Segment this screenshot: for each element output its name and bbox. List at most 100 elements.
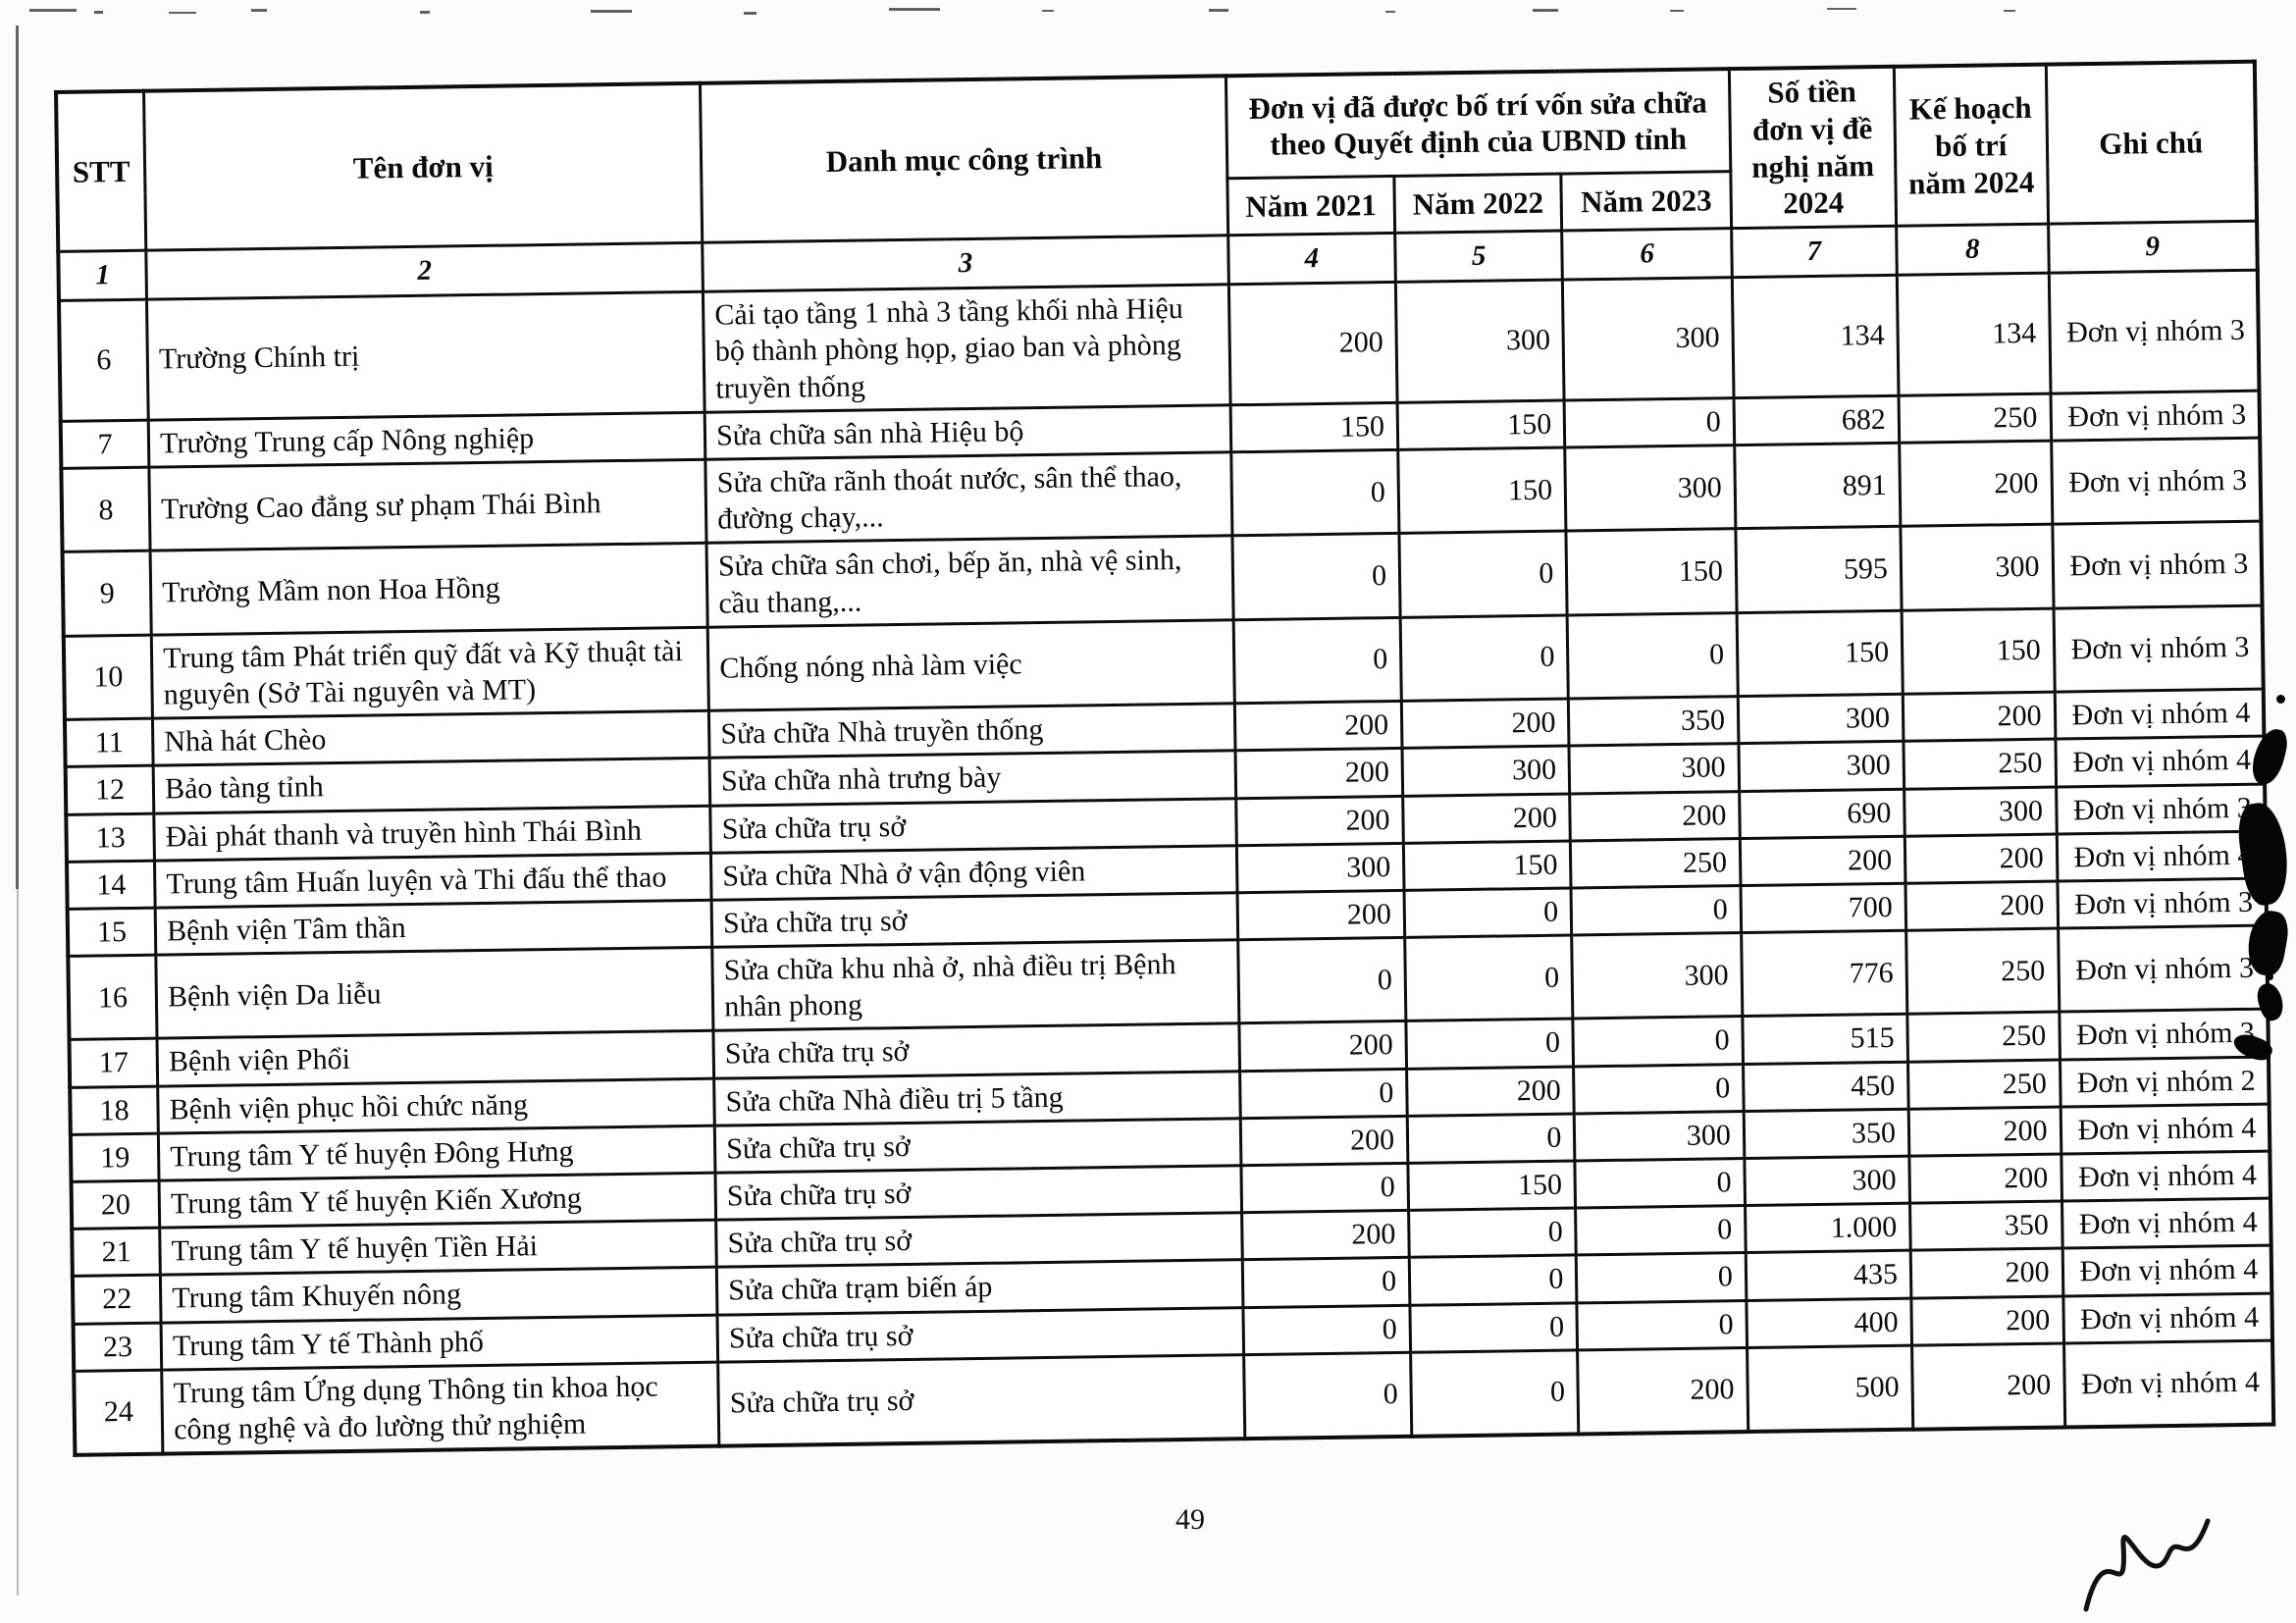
cell-stt: 7 <box>60 420 149 469</box>
cell-stt: 9 <box>62 550 152 637</box>
cell-y2021: 0 <box>1230 449 1399 537</box>
cell-plan: 200 <box>1903 692 2056 742</box>
cell-stt: 23 <box>73 1322 162 1372</box>
cell-requested: 690 <box>1739 788 1905 839</box>
col-header-danh-muc: Danh mục công trình <box>700 76 1228 243</box>
scan-artifact <box>1385 11 1395 13</box>
page-edge-line <box>17 889 19 1596</box>
cell-project: Chống nóng nhà làm việc <box>707 619 1235 711</box>
column-index: 7 <box>1731 226 1898 278</box>
cell-name: Trung tâm Huấn luyện và Thi đấu thể thao <box>154 852 712 909</box>
cell-plan: 200 <box>1905 833 2058 884</box>
cell-project: Sửa chữa trụ sở <box>713 1023 1240 1078</box>
col-group-header-von-sua-chua: Đơn vị đã được bố trí vốn sửa chữa theo … <box>1226 69 1731 179</box>
cell-requested: 595 <box>1735 526 1903 613</box>
cell-stt: 10 <box>63 634 153 720</box>
cell-note: Đơn vị nhóm 3 <box>2057 877 2268 929</box>
cell-project: Sửa chữa sân nhà Hiệu bộ <box>704 404 1231 460</box>
cell-y2023: 200 <box>1577 1347 1748 1435</box>
scan-artifact <box>1042 10 1054 12</box>
scan-artifact <box>251 9 267 12</box>
cell-y2022: 0 <box>1407 1113 1576 1164</box>
cell-y2022: 300 <box>1395 280 1565 403</box>
page-number: 49 <box>1175 1503 1205 1536</box>
cell-requested: 1.000 <box>1745 1203 1911 1253</box>
cell-y2023: 300 <box>1574 1111 1745 1161</box>
cell-y2023: 0 <box>1571 885 1742 936</box>
cell-name: Trung tâm Y tế Thành phố <box>161 1314 718 1370</box>
cell-note: Đơn vị nhóm 4 <box>2061 1151 2270 1202</box>
column-index: 3 <box>702 236 1229 292</box>
cell-name: Trung tâm Y tế huyện Tiền Hải <box>159 1220 717 1276</box>
cell-project: Sửa chữa trụ sở <box>715 1212 1242 1268</box>
cell-name: Trung tâm Y tế huyện Kiến Xương <box>159 1173 716 1229</box>
cell-plan: 200 <box>1910 1295 2064 1345</box>
cell-plan: 200 <box>1908 1106 2061 1157</box>
cell-y2022: 150 <box>1403 840 1572 891</box>
cell-note: Đơn vị nhóm 4 <box>2063 1339 2274 1428</box>
cell-stt: 13 <box>66 812 155 863</box>
cell-y2022: 0 <box>1409 1255 1578 1305</box>
cell-requested: 891 <box>1734 443 1901 529</box>
page-edge-line <box>16 26 19 889</box>
col-header-nam-2023: Năm 2023 <box>1561 171 1732 232</box>
cell-y2022: 150 <box>1397 447 1567 534</box>
repair-funding-table: STT Tên đơn vị Danh mục công trình Đơn v… <box>54 59 2276 1457</box>
cell-y2022: 0 <box>1410 1349 1580 1437</box>
cell-y2022: 0 <box>1404 935 1574 1021</box>
cell-y2021: 200 <box>1235 795 1404 846</box>
cell-name: Trường Mầm non Hoa Hồng <box>150 543 708 635</box>
cell-y2023: 300 <box>1565 445 1736 532</box>
cell-project: Sửa chữa trụ sở <box>711 892 1238 948</box>
cell-requested: 450 <box>1743 1061 1909 1112</box>
cell-name: Trung tâm Y tế huyện Đông Hưng <box>158 1126 716 1181</box>
cell-requested: 200 <box>1740 835 1905 886</box>
col-header-ghi-chu: Ghi chú <box>2045 61 2258 225</box>
column-index: 8 <box>1896 224 2049 276</box>
scan-artifact <box>94 11 103 14</box>
cell-y2022: 0 <box>1404 887 1573 938</box>
col-header-ke-hoach-2024: Kế hoạch bố trí năm 2024 <box>1894 64 2049 227</box>
cell-note: Đơn vị nhóm 3 <box>2056 783 2266 834</box>
cell-requested: 435 <box>1746 1250 1911 1301</box>
cell-y2023: 0 <box>1564 397 1735 448</box>
cell-y2021: 200 <box>1228 282 1398 405</box>
cell-y2022: 0 <box>1398 531 1568 618</box>
cell-requested: 500 <box>1747 1344 1913 1433</box>
cell-note: Đơn vị nhóm 4 <box>2060 1103 2270 1155</box>
cell-stt: 18 <box>70 1085 159 1135</box>
column-index: 6 <box>1561 228 1733 281</box>
cell-project: Sửa chữa Nhà truyền thống <box>708 703 1235 759</box>
cell-plan: 200 <box>1905 880 2059 931</box>
cell-name: Trường Cao đẳng sư phạm Thái Bình <box>148 459 707 551</box>
cell-y2022: 200 <box>1401 699 1570 749</box>
document-page: STT Tên đơn vị Danh mục công trình Đơn v… <box>54 59 2276 1457</box>
cell-stt: 19 <box>70 1132 160 1182</box>
cell-y2021: 0 <box>1231 533 1401 620</box>
cell-project: Sửa chữa nhà trưng bày <box>709 751 1236 806</box>
scan-artifact <box>420 11 430 14</box>
cell-y2021: 200 <box>1234 701 1403 752</box>
cell-requested: 515 <box>1742 1014 1908 1065</box>
cell-y2021: 200 <box>1241 1210 1410 1261</box>
cell-project: Sửa chữa trụ sở <box>714 1118 1241 1174</box>
cell-y2023: 300 <box>1562 277 1734 400</box>
cell-note: Đơn vị nhóm 4 <box>2062 1292 2273 1343</box>
cell-plan: 250 <box>1906 1012 2061 1062</box>
cell-y2023: 250 <box>1570 838 1741 888</box>
cell-stt: 22 <box>72 1275 162 1324</box>
cell-name: Bệnh viện Phổi <box>157 1030 714 1086</box>
cell-note: Đơn vị nhóm 4 <box>2055 736 2266 787</box>
cell-requested: 300 <box>1738 694 1904 744</box>
cell-plan: 150 <box>1902 607 2055 695</box>
cell-requested: 400 <box>1746 1297 1912 1348</box>
cell-project: Sửa chữa Nhà điều trị 5 tầng <box>713 1071 1240 1126</box>
cell-name: Bảo tàng tỉnh <box>153 758 710 813</box>
cell-stt: 12 <box>65 765 154 814</box>
cell-plan: 200 <box>1911 1342 2065 1430</box>
cell-project: Sửa chữa sân chơi, bếp ăn, nhà vệ sinh, … <box>706 536 1233 628</box>
cell-y2022: 0 <box>1408 1208 1577 1258</box>
cell-requested: 682 <box>1733 395 1900 445</box>
cell-y2021: 200 <box>1236 890 1405 940</box>
cell-y2022: 150 <box>1407 1160 1576 1211</box>
